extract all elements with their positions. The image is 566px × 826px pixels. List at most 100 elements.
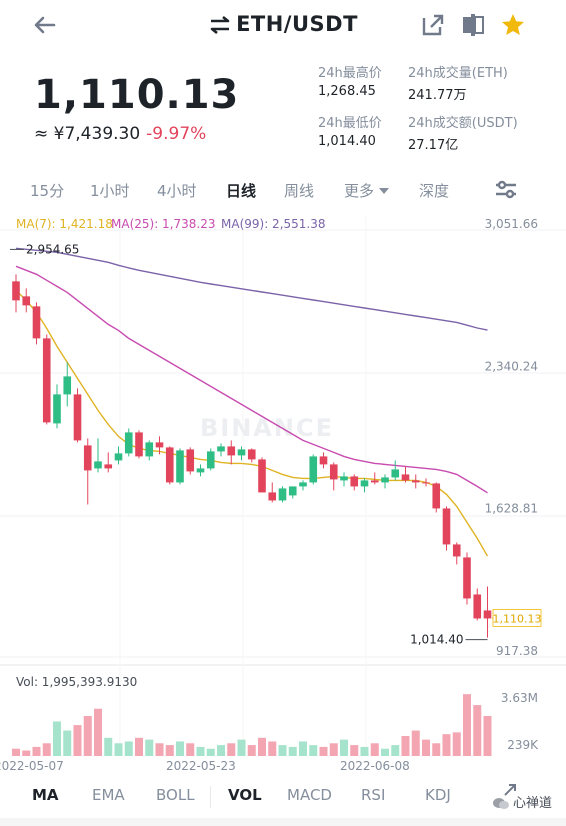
- tab-15m[interactable]: 15分: [30, 182, 65, 200]
- stat-volume-quote-label: 24h成交额(USDT): [408, 116, 518, 131]
- tab-depth[interactable]: 深度: [419, 182, 450, 200]
- candle-body: [329, 464, 338, 480]
- tab-kdj[interactable]: KDJ: [425, 786, 451, 804]
- candle-body: [401, 474, 410, 481]
- candle-body: [340, 476, 348, 481]
- tab-vol[interactable]: VOL: [228, 786, 262, 804]
- stat-low-value: 1,014.40: [318, 134, 376, 149]
- volume-legend: Vol: 1,995,393.9130: [16, 675, 137, 689]
- header-bar: ETH/USDT: [0, 0, 566, 52]
- pair-title[interactable]: ETH/USDT: [0, 12, 566, 36]
- stat-low-label: 24h最低价: [318, 116, 382, 131]
- stat-volume-base: 24h成交量(ETH) 241.77万: [408, 62, 528, 103]
- share-icon[interactable]: [420, 12, 446, 38]
- candle-body: [391, 469, 400, 478]
- candle-body: [22, 296, 31, 306]
- candle-body: [186, 449, 195, 472]
- candle-body: [73, 394, 82, 441]
- last-price: 1,110.13: [34, 72, 240, 118]
- volume-bar: [340, 739, 348, 756]
- volume-bar: [83, 716, 92, 756]
- volume-tick-1: 239K: [507, 738, 539, 752]
- volume-bar: [53, 721, 61, 756]
- candle-body: [42, 338, 51, 423]
- y-tick-label-2: 1,628.81: [485, 502, 538, 516]
- tab-ema[interactable]: EMA: [92, 786, 125, 804]
- volume-bar: [145, 739, 154, 756]
- candle-body: [319, 456, 328, 465]
- layout-toggle-icon[interactable]: [460, 12, 486, 38]
- cny-price: ≈ ¥7,439.30: [34, 124, 141, 144]
- volume-bar: [278, 745, 287, 756]
- y-tick-label-0: 3,051.66: [485, 217, 538, 231]
- volume-bar: [258, 737, 266, 756]
- volume-bar: [63, 730, 72, 756]
- expand-icon[interactable]: [500, 780, 520, 804]
- candle-body: [94, 461, 102, 469]
- arrow-left-icon[interactable]: [30, 10, 60, 40]
- stat-high: 24h最高价 1,268.45: [318, 62, 438, 99]
- volume-bar: [329, 743, 338, 756]
- volume-bar: [370, 743, 379, 756]
- tab-ma[interactable]: MA: [32, 786, 59, 804]
- y-tick-label-1: 2,340.24: [485, 359, 538, 373]
- price-subline: ≈ ¥7,439.30 -9.97%: [34, 124, 206, 144]
- tab-macd[interactable]: MACD: [287, 786, 332, 804]
- candle-body: [124, 432, 133, 454]
- candle-body: [53, 394, 61, 424]
- volume-bar: [309, 745, 318, 756]
- volume-bar: [452, 732, 461, 756]
- volume-bar: [237, 739, 246, 756]
- candle-body: [442, 508, 451, 545]
- bottom-gutter: [0, 818, 566, 826]
- x-tick-label-1: 2022-05-23: [166, 759, 236, 773]
- ma25-line: [15, 265, 488, 494]
- candle-body: [155, 442, 164, 448]
- candle-body: [145, 442, 154, 457]
- stat-volume-quote: 24h成交额(USDT) 27.17亿: [408, 112, 528, 153]
- ma-legend-0: MA(7): 1,421.18: [16, 217, 113, 231]
- tab-more[interactable]: 更多: [344, 180, 390, 201]
- candle-body: [432, 483, 441, 509]
- candle-body: [483, 610, 492, 619]
- tab-1w[interactable]: 周线: [284, 182, 315, 200]
- volume-bar: [12, 748, 20, 756]
- stat-volume-base-value: 241.77万: [408, 88, 467, 103]
- volume-bar: [473, 705, 482, 756]
- tab-boll[interactable]: BOLL: [156, 786, 195, 804]
- volume-bar: [206, 748, 215, 756]
- tab-divider: [210, 786, 211, 808]
- candle-body: [206, 451, 215, 469]
- candle-body: [309, 456, 318, 483]
- tab-1d[interactable]: 日线: [226, 182, 257, 200]
- current-price-label: 1,110.13: [493, 612, 542, 625]
- star-icon[interactable]: [500, 12, 526, 38]
- tab-4h[interactable]: 4小时: [157, 182, 197, 200]
- candle-body: [463, 557, 471, 599]
- tab-more-label: 更多: [344, 182, 375, 200]
- volume-bar: [268, 741, 277, 756]
- volume-tick-0: 3.63M: [501, 691, 538, 705]
- volume-bar: [104, 737, 113, 756]
- sliders-icon[interactable]: [494, 179, 518, 205]
- volume-bar: [114, 743, 123, 756]
- candle-body: [114, 453, 123, 461]
- max-label: 2,954.65: [26, 242, 79, 256]
- tab-rsi[interactable]: RSI: [361, 786, 386, 804]
- candle-body: [268, 492, 277, 501]
- volume-bar: [217, 745, 225, 756]
- volume-bar: [165, 745, 174, 756]
- volume-bar: [350, 745, 359, 756]
- candle-body: [83, 445, 92, 471]
- stat-low: 24h最低价 1,014.40: [318, 112, 438, 149]
- volume-bar: [73, 725, 82, 756]
- candle-body: [411, 480, 420, 483]
- candle-body: [473, 594, 482, 619]
- candle-body: [165, 447, 174, 483]
- candle-body: [104, 464, 113, 469]
- volume-bar: [196, 746, 205, 756]
- volume-bar: [463, 694, 471, 756]
- volume-bar: [155, 743, 164, 756]
- tab-1h[interactable]: 1小时: [90, 182, 130, 200]
